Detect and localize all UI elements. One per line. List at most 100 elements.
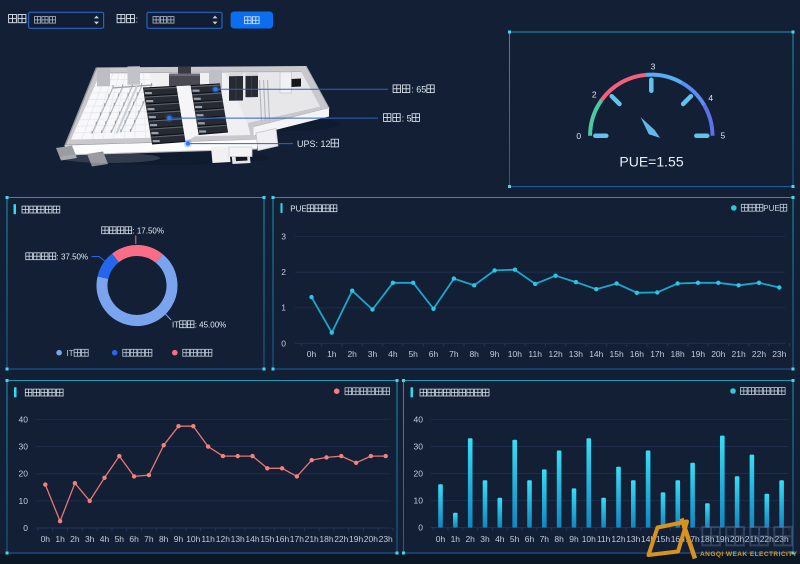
svg-text:30: 30 — [19, 442, 29, 452]
svg-text:3: 3 — [651, 62, 656, 72]
svg-text:18h: 18h — [671, 349, 685, 359]
svg-text:0: 0 — [418, 523, 423, 533]
svg-text:14h: 14h — [245, 534, 259, 544]
svg-text:1h: 1h — [327, 349, 337, 359]
svg-text:18h: 18h — [319, 534, 333, 544]
svg-text:PUE: PUE — [290, 205, 306, 214]
svg-text:11h: 11h — [201, 534, 215, 544]
svg-text:: 17.50%: : 17.50% — [132, 227, 164, 236]
svg-text:PUE=1.55: PUE=1.55 — [619, 154, 683, 170]
svg-text:0: 0 — [576, 131, 581, 141]
svg-text:: 65: : 65 — [411, 85, 426, 95]
svg-text:12h: 12h — [549, 349, 563, 359]
svg-text:23h: 23h — [379, 534, 393, 544]
svg-text:19h: 19h — [691, 349, 705, 359]
svg-text:20: 20 — [414, 469, 424, 479]
svg-text:0h: 0h — [307, 349, 317, 359]
svg-text:0: 0 — [23, 523, 28, 533]
svg-text:21h: 21h — [745, 534, 759, 544]
svg-text:PUE: PUE — [763, 204, 779, 213]
svg-text:9h: 9h — [490, 349, 500, 359]
svg-text:0h: 0h — [436, 534, 446, 544]
svg-text:IT: IT — [172, 321, 179, 330]
svg-text:40: 40 — [19, 414, 29, 424]
svg-text:17h: 17h — [290, 534, 304, 544]
svg-text:15h: 15h — [260, 534, 274, 544]
svg-text:5h: 5h — [115, 534, 125, 544]
svg-text:10h: 10h — [186, 534, 200, 544]
svg-text:17h: 17h — [686, 534, 700, 544]
svg-text:21h: 21h — [732, 349, 746, 359]
svg-text:9h: 9h — [174, 534, 184, 544]
svg-text:19h: 19h — [715, 534, 729, 544]
svg-text:15h: 15h — [610, 349, 624, 359]
svg-text:8h: 8h — [159, 534, 169, 544]
svg-text:8h: 8h — [554, 534, 564, 544]
svg-text:UPS: 12: UPS: 12 — [297, 139, 331, 149]
svg-text:4h: 4h — [495, 534, 505, 544]
svg-text:30: 30 — [414, 442, 424, 452]
svg-text:6h: 6h — [429, 349, 439, 359]
svg-text:19h: 19h — [349, 534, 363, 544]
svg-text:2h: 2h — [347, 349, 357, 359]
svg-text:13h: 13h — [231, 534, 245, 544]
svg-text:20: 20 — [19, 469, 29, 479]
svg-text:18h: 18h — [700, 534, 714, 544]
svg-text:2h: 2h — [70, 534, 80, 544]
svg-text:8h: 8h — [469, 349, 479, 359]
svg-text:10: 10 — [414, 496, 424, 506]
svg-text:3: 3 — [281, 232, 286, 242]
svg-text:10h: 10h — [508, 349, 522, 359]
svg-text:22h: 22h — [760, 534, 774, 544]
svg-text:0: 0 — [281, 338, 286, 348]
svg-text:20h: 20h — [730, 534, 744, 544]
svg-text:: 37.50%: : 37.50% — [57, 253, 89, 262]
svg-text:22h: 22h — [334, 534, 348, 544]
svg-text:23h: 23h — [772, 349, 786, 359]
svg-text:6h: 6h — [525, 534, 535, 544]
svg-text:5: 5 — [721, 131, 726, 141]
svg-text:2: 2 — [592, 90, 597, 100]
svg-text:14h: 14h — [589, 349, 603, 359]
svg-text:14h: 14h — [641, 534, 655, 544]
svg-text:12h: 12h — [216, 534, 230, 544]
svg-text:2: 2 — [281, 267, 286, 277]
svg-text:20h: 20h — [711, 349, 725, 359]
svg-text:6h: 6h — [129, 534, 139, 544]
svg-text:13h: 13h — [569, 349, 583, 359]
svg-text:22h: 22h — [752, 349, 766, 359]
svg-text:1: 1 — [281, 303, 286, 313]
svg-text:2h: 2h — [465, 534, 475, 544]
svg-text:9h: 9h — [569, 534, 579, 544]
svg-text:10h: 10h — [582, 534, 596, 544]
svg-text:4h: 4h — [100, 534, 110, 544]
svg-text:: 45.00%: : 45.00% — [195, 321, 227, 330]
svg-text:IT: IT — [67, 349, 74, 358]
svg-text:21h: 21h — [305, 534, 319, 544]
svg-text:10: 10 — [19, 496, 29, 506]
svg-text:16h: 16h — [275, 534, 289, 544]
svg-text:40: 40 — [414, 414, 424, 424]
svg-text:4: 4 — [708, 93, 713, 103]
svg-text:3h: 3h — [368, 349, 378, 359]
svg-text:5h: 5h — [510, 534, 520, 544]
svg-text:17h: 17h — [650, 349, 664, 359]
svg-text:16h: 16h — [630, 349, 644, 359]
svg-text:3h: 3h — [480, 534, 490, 544]
svg-text:1h: 1h — [55, 534, 65, 544]
svg-text:11h: 11h — [597, 534, 611, 544]
svg-text:13h: 13h — [626, 534, 640, 544]
svg-text:1h: 1h — [451, 534, 461, 544]
svg-text:4h: 4h — [388, 349, 398, 359]
svg-text:11h: 11h — [528, 349, 542, 359]
svg-text:5h: 5h — [408, 349, 418, 359]
svg-text:12h: 12h — [611, 534, 625, 544]
svg-text:0h: 0h — [41, 534, 51, 544]
svg-text:16h: 16h — [671, 534, 685, 544]
svg-text:15h: 15h — [656, 534, 670, 544]
svg-text:: 5: : 5 — [402, 113, 412, 123]
svg-text:7h: 7h — [144, 534, 154, 544]
svg-text:ANGQI WEAK ELECTRICITY: ANGQI WEAK ELECTRICITY — [700, 551, 798, 558]
svg-text::: : — [136, 15, 139, 26]
svg-text:7h: 7h — [540, 534, 550, 544]
